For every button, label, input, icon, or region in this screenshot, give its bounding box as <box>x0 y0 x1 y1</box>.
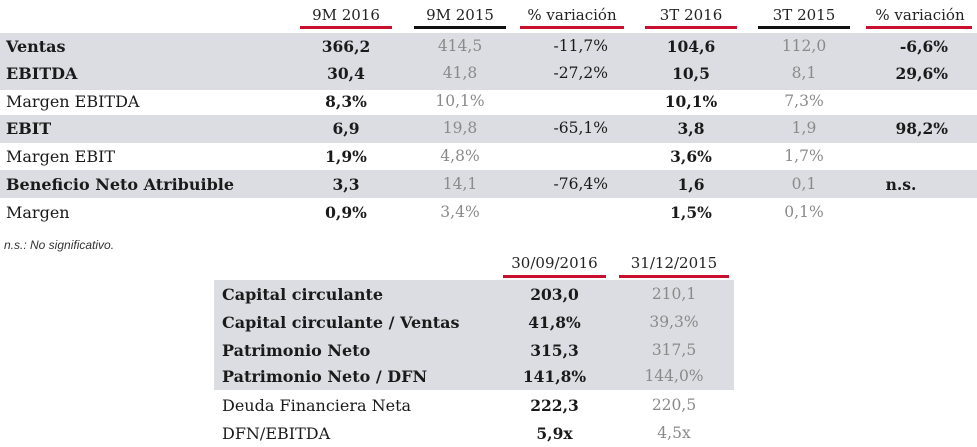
header-underline <box>866 26 972 29</box>
header-underline <box>645 26 737 29</box>
row-shade <box>214 280 734 390</box>
header-3t-2016: 3T 2016 <box>659 6 723 24</box>
footnote: n.s.: No significativo. <box>4 238 115 252</box>
row-label-capital-circulante: Capital circulante <box>222 285 384 304</box>
table-cell: 112,0 <box>781 37 827 55</box>
row-label-capital-circulante-ventas: Capital circulante / Ventas <box>222 313 460 332</box>
row-shade <box>0 115 977 143</box>
table-cell: 8,3% <box>325 92 367 111</box>
table-cell: 144,0% <box>644 367 704 385</box>
row-label-patrimonio-neto-dfn: Patrimonio Neto / DFN <box>222 367 428 386</box>
table-cell: 41,8 <box>442 64 478 82</box>
table-cell: 3,8 <box>677 119 705 138</box>
table-cell: 4,5x <box>657 424 691 442</box>
table-cell: 1,9 <box>791 119 817 137</box>
table-cell: 220,5 <box>651 396 697 414</box>
table-cell: 4,8% <box>440 147 480 165</box>
header-3t-2015: 3T 2015 <box>772 6 836 24</box>
table-cell: 10,5 <box>672 64 710 83</box>
row-label-margen-ebit: Margen EBIT <box>6 147 116 166</box>
header-variation-9m: % variación <box>527 6 617 24</box>
table-cell: 3,3 <box>332 175 360 194</box>
table-cell: -6,6% <box>899 37 948 56</box>
header-underline <box>414 26 506 29</box>
table-cell: 6,9 <box>332 119 360 138</box>
table-cell: 0,1% <box>784 203 824 221</box>
table-cell: 7,3% <box>784 92 824 110</box>
table-cell: 315,3 <box>530 341 579 360</box>
table-cell: 98,2% <box>895 119 948 138</box>
table-cell: 203,0 <box>530 285 579 304</box>
table-cell: 1,5% <box>670 203 712 222</box>
row-label-deuda-financiera-neta: Deuda Financiera Neta <box>222 396 412 415</box>
table-cell: -11,7% <box>553 37 608 55</box>
row-label-patrimonio-neto: Patrimonio Neto <box>222 341 371 360</box>
row-label-margen: Margen <box>6 203 70 222</box>
table-cell: 41,8% <box>528 313 581 332</box>
table-cell: 104,6 <box>666 37 716 56</box>
table-cell: 14,1 <box>442 175 478 193</box>
header-underline <box>520 26 624 29</box>
table-cell: 414,5 <box>437 37 483 55</box>
row-shade <box>0 33 977 90</box>
table-cell: 10,1% <box>664 92 718 111</box>
row-label-dfn-ebitda: DFN/EBITDA <box>222 424 331 443</box>
table-cell: 10,1% <box>435 92 485 110</box>
table-cell: 5,9x <box>536 424 573 443</box>
row-label-beneficio-neto: Beneficio Neto Atribuible <box>6 175 235 194</box>
header-31-12-2015: 31/12/2015 <box>630 254 718 272</box>
table-cell: 1,7% <box>784 147 824 165</box>
header-9m-2015: 9M 2015 <box>426 6 494 24</box>
header-underline <box>503 275 606 278</box>
row-label-ebitda: EBITDA <box>6 64 78 83</box>
row-label-ventas: Ventas <box>6 37 66 56</box>
table-cell: 8,1 <box>791 64 817 82</box>
table-cell: 1,6 <box>677 175 705 194</box>
table-cell: 0,1 <box>791 175 817 193</box>
row-label-ebit: EBIT <box>6 119 52 138</box>
table-cell: 30,4 <box>327 64 365 83</box>
table-cell: -65,1% <box>553 119 608 137</box>
table-cell: -27,2% <box>553 64 608 82</box>
table-cell: 19,8 <box>442 119 478 137</box>
table-cell: 3,4% <box>440 203 480 221</box>
table-cell: -76,4% <box>553 175 608 193</box>
header-underline <box>619 275 729 278</box>
row-shade <box>0 170 977 198</box>
table-cell: 3,6% <box>670 147 712 166</box>
header-30-09-2016: 30/09/2016 <box>511 254 598 272</box>
row-label-margen-ebitda: Margen EBITDA <box>6 92 140 111</box>
table-cell: 141,8% <box>522 367 587 386</box>
table-cell: 0,9% <box>325 203 367 222</box>
table-cell: 29,6% <box>895 64 948 83</box>
header-9m-2016: 9M 2016 <box>312 6 380 24</box>
table-cell: 1,9% <box>325 147 367 166</box>
table-cell: n.s. <box>885 175 917 194</box>
table-cell: 222,3 <box>530 396 579 415</box>
table-cell: 366,2 <box>321 37 371 56</box>
header-variation-3t: % variación <box>875 6 965 24</box>
header-underline <box>758 26 850 29</box>
table-cell: 210,1 <box>651 285 697 303</box>
header-underline <box>300 26 392 29</box>
table-cell: 317,5 <box>651 341 697 359</box>
table-cell: 39,3% <box>649 313 699 331</box>
